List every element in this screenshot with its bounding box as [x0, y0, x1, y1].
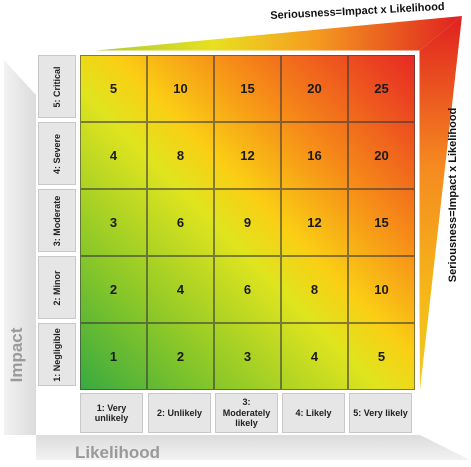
matrix-cell: 5: [348, 323, 415, 390]
matrix-cell: 8: [281, 256, 348, 323]
matrix-cell: 12: [214, 122, 281, 189]
matrix-cell: 5: [80, 55, 147, 122]
likelihood-level-4: 4: Likely: [282, 393, 345, 433]
matrix-cell: 3: [214, 323, 281, 390]
risk-matrix: 5 10 15 20 25 4 8 12 16 20 3 6 9 12 15 2…: [80, 55, 415, 390]
matrix-cell: 20: [348, 122, 415, 189]
side-title-text: Seriousness=Impact x Likelihood: [447, 107, 459, 283]
likelihood-level-2: 2: Unlikely: [148, 393, 211, 433]
impact-level-label: 3: Moderate: [52, 195, 62, 246]
impact-level-label: 2: Minor: [52, 270, 62, 305]
matrix-cell: 16: [281, 122, 348, 189]
matrix-cell: 8: [147, 122, 214, 189]
likelihood-level-3: 3: Moderately likely: [215, 393, 278, 433]
matrix-cell: 4: [80, 122, 147, 189]
impact-level-label: 5: Critical: [52, 65, 62, 108]
matrix-cell: 1: [80, 323, 147, 390]
impact-axis-text: Impact: [7, 327, 26, 383]
impact-level-1: 1: Negligible: [38, 323, 76, 386]
matrix-cell: 12: [281, 189, 348, 256]
likelihood-level-1: 1: Very unlikely: [80, 393, 143, 433]
side-title: Seriousness=Impact x Likelihood: [443, 108, 463, 283]
impact-level-5: 5: Critical: [38, 55, 76, 118]
impact-level-3: 3: Moderate: [38, 189, 76, 252]
matrix-cell: 4: [281, 323, 348, 390]
impact-level-2: 2: Minor: [38, 256, 76, 319]
impact-level-label: 4: Severe: [52, 133, 62, 174]
matrix-cell: 2: [80, 256, 147, 323]
impact-level-4: 4: Severe: [38, 122, 76, 185]
matrix-cell: 15: [348, 189, 415, 256]
matrix-cell: 3: [80, 189, 147, 256]
matrix-cell: 2: [147, 323, 214, 390]
matrix-cell: 20: [281, 55, 348, 122]
likelihood-axis-label: Likelihood: [75, 443, 160, 462]
likelihood-level-5: 5: Very likely: [349, 393, 412, 433]
matrix-cell: 6: [214, 256, 281, 323]
matrix-cell: 15: [214, 55, 281, 122]
matrix-cell: 4: [147, 256, 214, 323]
matrix-cell: 6: [147, 189, 214, 256]
impact-axis-label: Impact: [2, 320, 32, 390]
matrix-cell: 10: [348, 256, 415, 323]
matrix-cell: 10: [147, 55, 214, 122]
matrix-cell: 25: [348, 55, 415, 122]
matrix-cell: 9: [214, 189, 281, 256]
impact-level-label: 1: Negligible: [52, 327, 62, 382]
